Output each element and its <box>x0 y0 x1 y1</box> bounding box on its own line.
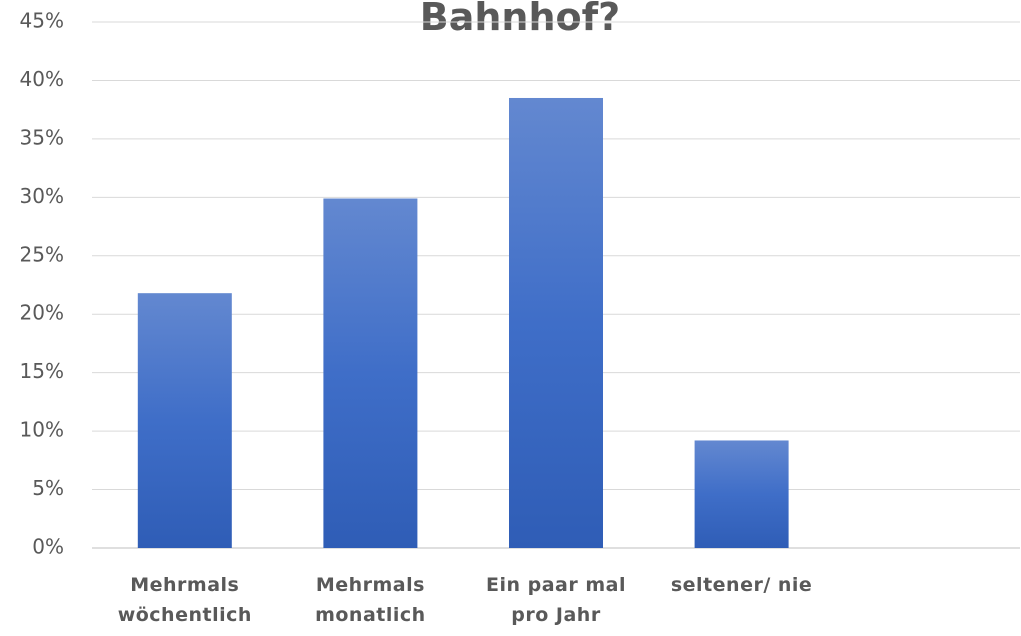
y-tick-label: 5% <box>32 476 64 500</box>
y-tick-label: 35% <box>20 125 64 149</box>
y-tick-label: 15% <box>20 359 64 383</box>
chart-title: Bahnhof? <box>420 0 620 39</box>
bar <box>509 97 603 548</box>
x-tick-label: Mehrmals wöchentlich <box>117 574 252 626</box>
y-tick-label: 0% <box>32 535 64 559</box>
bar <box>694 440 789 548</box>
bar <box>323 198 418 548</box>
y-tick-label: 25% <box>20 242 64 266</box>
bar <box>137 293 232 548</box>
x-tick-label: Mehrmals monatlich <box>315 574 426 626</box>
y-tick-label: 40% <box>20 67 64 91</box>
x-tick-label: seltener/ nie <box>670 574 813 596</box>
y-tick-label: 20% <box>20 301 64 325</box>
y-tick-label: 30% <box>20 184 64 208</box>
y-tick-label: 45% <box>20 9 64 33</box>
y-tick-label: 10% <box>20 418 64 442</box>
x-tick-label: Ein paar mal pro Jahr <box>486 574 626 626</box>
